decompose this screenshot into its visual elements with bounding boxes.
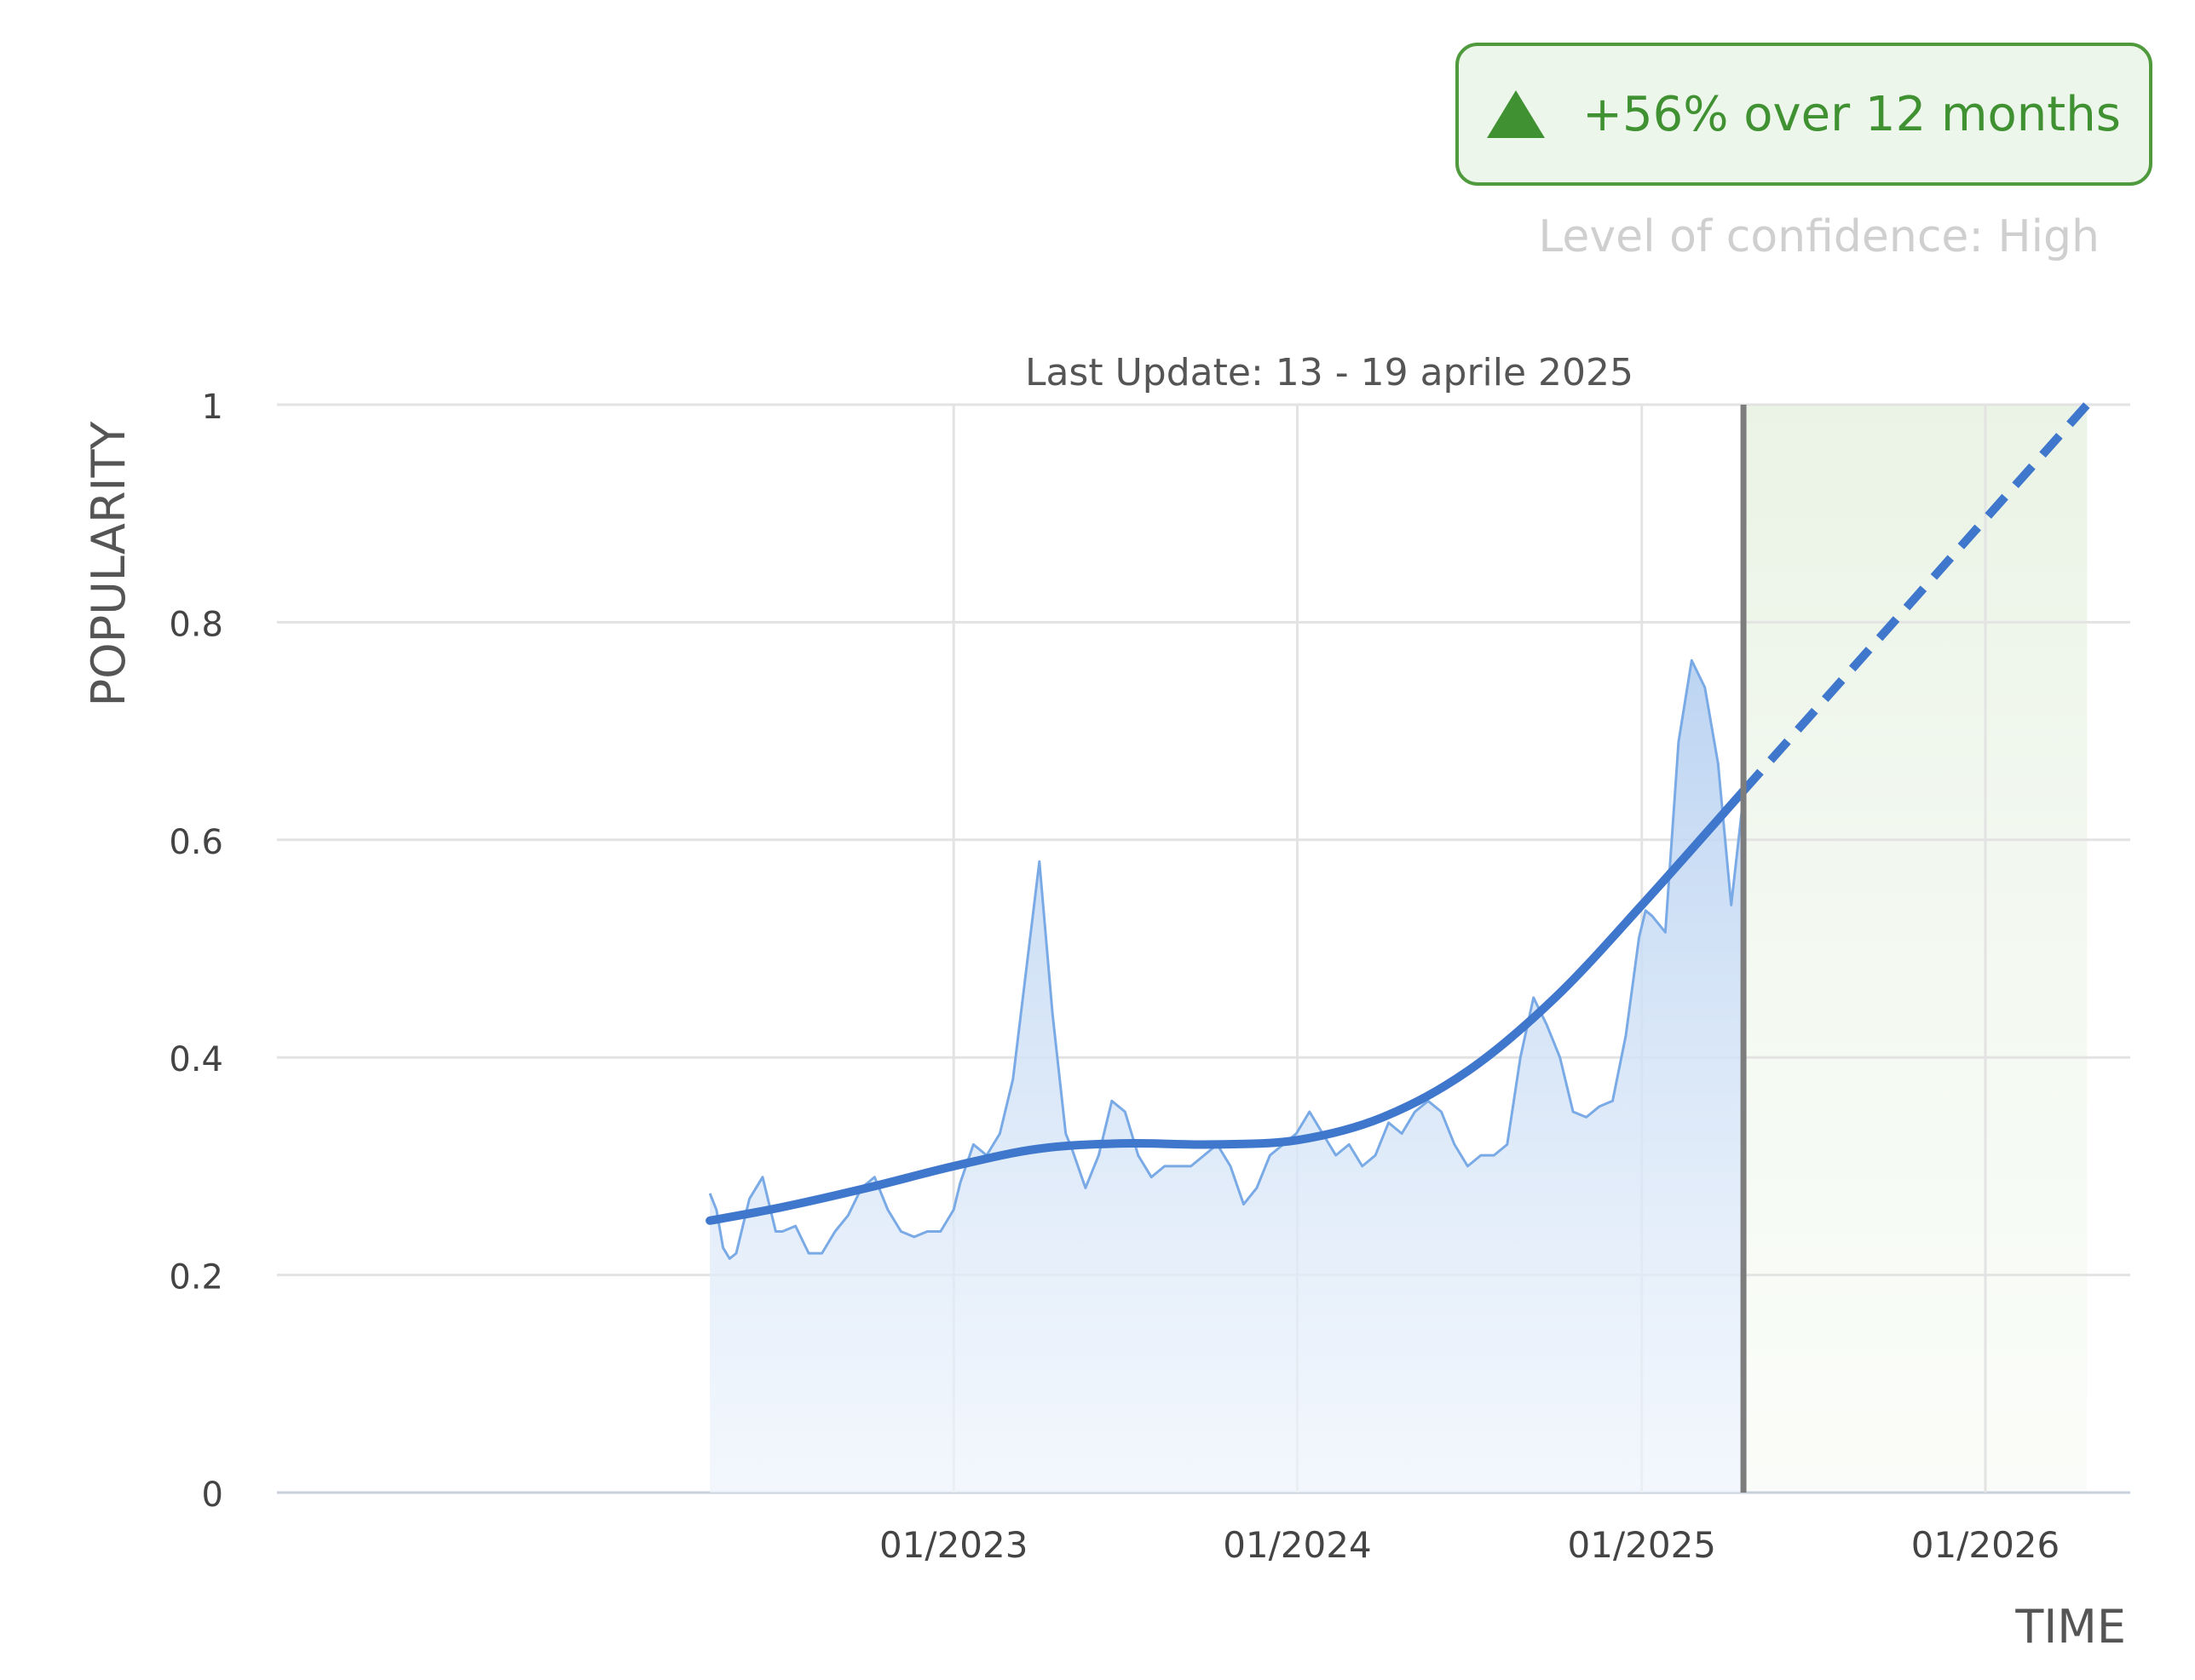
trend-badge-text: +56% over 12 months xyxy=(1582,86,2121,142)
y-tick-label: 0 xyxy=(202,1476,223,1515)
chart-title: Last Update: 13 - 19 aprile 2025 xyxy=(1025,351,1633,394)
popularity-area xyxy=(710,660,1744,1493)
triangle-up-icon xyxy=(1487,90,1546,138)
confidence-label: Level of confidence: High xyxy=(1538,211,2100,262)
y-tick-label: 0.6 xyxy=(169,823,223,862)
forecast-region xyxy=(1743,405,2088,1493)
x-tick-label: 01/2025 xyxy=(1568,1524,1716,1566)
x-tick-label: 01/2023 xyxy=(879,1524,1028,1566)
y-tick-label: 0.2 xyxy=(169,1258,223,1297)
x-tick-label: 01/2024 xyxy=(1223,1524,1371,1566)
y-tick-label: 0.4 xyxy=(169,1040,223,1079)
x-tick-label: 01/2026 xyxy=(1911,1524,2060,1566)
forecast-line xyxy=(1740,401,2091,794)
x-axis-label: TIME xyxy=(2014,1600,2126,1654)
y-axis-label: POPULARITY xyxy=(82,421,135,707)
y-tick-label: 0.8 xyxy=(169,605,223,644)
trend-badge: +56% over 12 months xyxy=(1455,43,2152,186)
trend-line xyxy=(706,786,1749,1225)
y-tick-label: 1 xyxy=(202,388,223,427)
